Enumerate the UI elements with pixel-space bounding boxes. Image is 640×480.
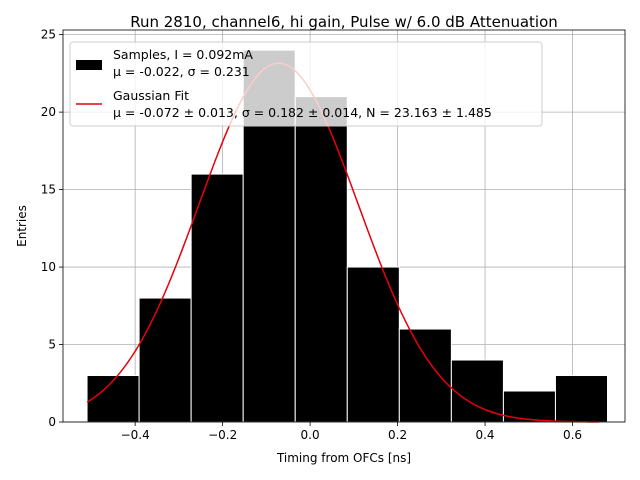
x-tick-label: 0.4 (475, 428, 494, 442)
y-tick-label: 0 (48, 415, 56, 429)
y-axis-label: Entries (15, 205, 29, 247)
plot-frame (62, 29, 626, 423)
y-tick-label: 10 (41, 260, 56, 274)
x-tick-label: 0.6 (563, 428, 582, 442)
histogram-bar (190, 173, 244, 423)
x-axis-label: Timing from OFCs [ns] (276, 451, 411, 465)
legend-samples-swatch (76, 60, 102, 70)
legend: Samples, I = 0.092mA μ = -0.022, σ = 0.2… (69, 41, 543, 127)
legend-samples-label: Samples, I = 0.092mA (113, 47, 253, 62)
x-tick-label: −0.4 (121, 428, 150, 442)
legend-fit-label: Gaussian Fit (113, 88, 189, 103)
legend-box (69, 41, 543, 127)
histogram-bar (294, 96, 348, 423)
x-tick-label: −0.2 (208, 428, 237, 442)
y-axis-ticks: 0 5 10 15 20 25 (41, 28, 63, 429)
legend-samples-stats: μ = -0.022, σ = 0.231 (113, 64, 250, 79)
x-tick-label: 0.2 (388, 428, 407, 442)
histogram-bar (86, 375, 140, 423)
chart-title: Run 2810, channel6, hi gain, Pulse w/ 6.… (130, 13, 558, 31)
histogram-bar (554, 375, 609, 423)
y-tick-label: 25 (41, 28, 56, 42)
x-tick-label: 0.0 (301, 428, 320, 442)
y-tick-label: 20 (41, 105, 56, 119)
histogram-bar (398, 328, 452, 423)
y-tick-label: 5 (48, 338, 56, 352)
gaussian-fit-line (86, 62, 599, 423)
histogram-bar (138, 297, 192, 423)
x-axis-ticks: −0.4 −0.2 0.0 0.2 0.4 0.6 (121, 422, 582, 442)
y-tick-label: 15 (41, 183, 56, 197)
gaussian-fit-curve (86, 62, 599, 423)
legend-fit-stats: μ = -0.072 ± 0.013, σ = 0.182 ± 0.014, N… (113, 105, 492, 120)
